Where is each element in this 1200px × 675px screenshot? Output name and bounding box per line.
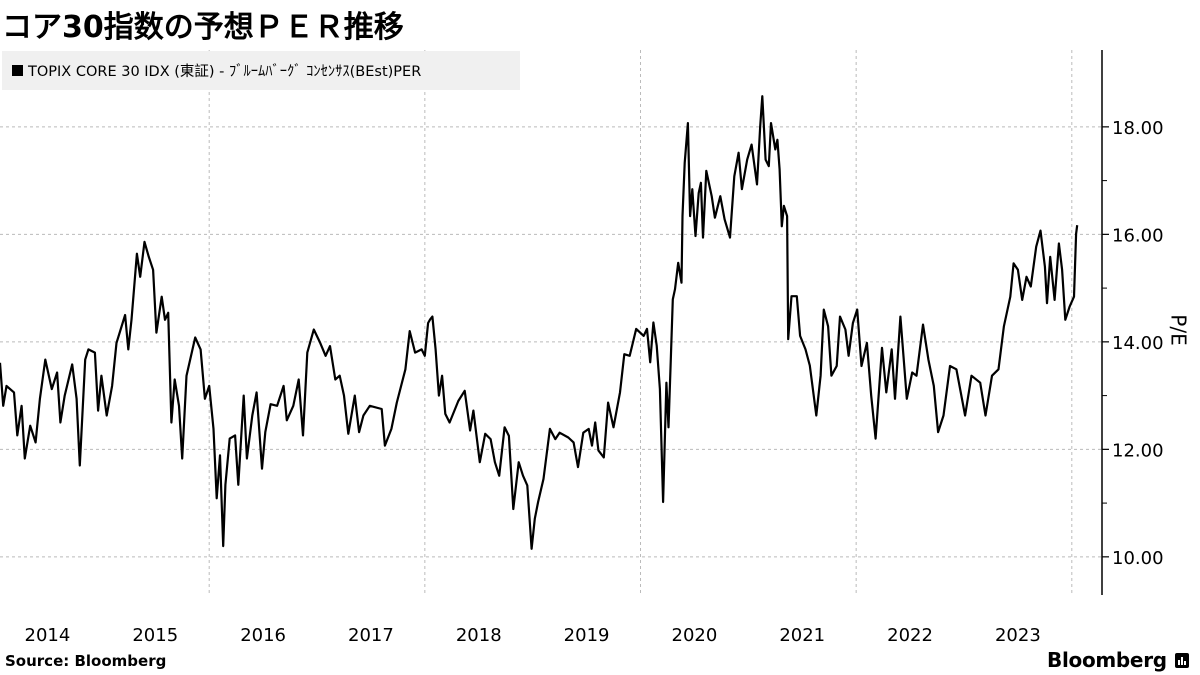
x-tick-label: 2014	[25, 625, 71, 646]
logo-text: Bloomberg	[1047, 648, 1167, 672]
y-axis-label: P/E	[1166, 314, 1191, 346]
legend: TOPIX CORE 30 IDX (東証) - ﾌﾞﾙｰﾑﾊﾞｰｸﾞ ｺﾝｾﾝ…	[2, 51, 520, 90]
legend-swatch	[12, 65, 23, 76]
y-tick-label: 10.00	[1112, 548, 1164, 569]
x-tick-label: 2016	[240, 625, 286, 646]
bloomberg-chart-icon	[1174, 652, 1189, 668]
x-tick-label: 2015	[132, 625, 178, 646]
x-axis: 2014 2015 2016 2017 2018 2019 2020 2021 2022 2023	[25, 625, 1041, 646]
x-tick-label: 2021	[779, 625, 825, 646]
legend-label: TOPIX CORE 30 IDX (東証) - ﾌﾞﾙｰﾑﾊﾞｰｸﾞ ｺﾝｾﾝ…	[28, 64, 422, 80]
y-axis: 10.00 12.00 14.00 16.00 18.00	[1101, 50, 1164, 595]
source-note: Source: Bloomberg	[5, 652, 167, 670]
y-tick-label: 14.00	[1112, 333, 1164, 354]
y-tick-label: 18.00	[1112, 118, 1164, 139]
y-tick-label: 16.00	[1112, 225, 1164, 246]
x-tick-label: 2023	[995, 625, 1041, 646]
y-tick-label: 12.00	[1112, 440, 1164, 461]
bloomberg-logo: Bloomberg	[1047, 648, 1189, 672]
x-tick-label: 2020	[672, 625, 718, 646]
chart-title: コア30指数の予想ＰＥＲ推移	[2, 10, 404, 45]
x-tick-label: 2019	[564, 625, 610, 646]
series-line-per	[0, 95, 1079, 550]
x-tick-label: 2022	[887, 625, 933, 646]
x-tick-label: 2018	[456, 625, 502, 646]
gridlines	[0, 50, 1102, 595]
x-tick-label: 2017	[348, 625, 394, 646]
